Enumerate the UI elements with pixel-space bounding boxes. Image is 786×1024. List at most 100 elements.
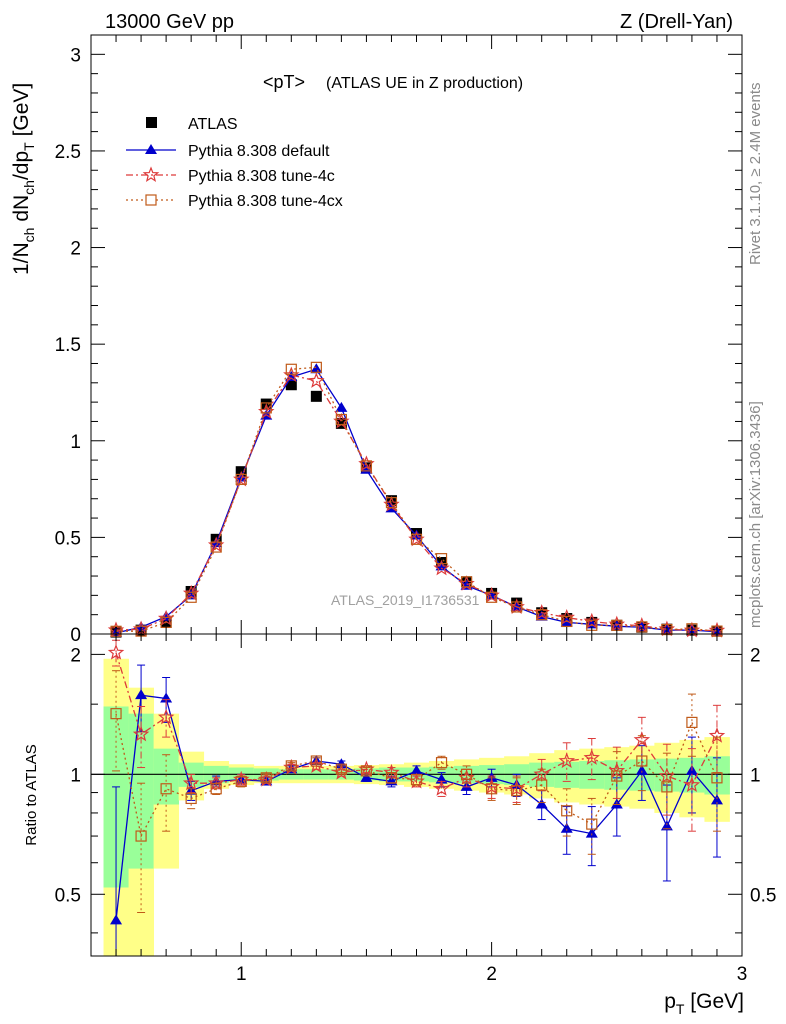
ratio-plot-bands xyxy=(103,658,730,956)
ratio-ytick-label: 0.5 xyxy=(55,885,81,906)
default-ratio-point xyxy=(410,764,423,775)
tune4c-point xyxy=(558,608,575,625)
tune4c-ratio-point xyxy=(182,774,200,791)
tune4cx-ratio-point xyxy=(561,805,573,817)
tune4cx-ratio-point xyxy=(185,792,197,805)
default-ratio-point xyxy=(560,822,573,833)
tune4cx-ratio-point xyxy=(410,774,423,786)
tune4cx-ratio-point xyxy=(586,818,598,830)
tune4cx-ratio-point xyxy=(711,772,723,784)
tune4c-ratio-point xyxy=(608,762,626,778)
ratio-ytick-label: 1 xyxy=(70,765,81,786)
atlas-point xyxy=(310,390,322,402)
tune4c-ratio-point xyxy=(433,780,450,796)
atlas-point xyxy=(335,417,347,429)
rivet-label: Rivet 3.1.10, ≥ 2.4M events xyxy=(747,83,764,266)
default-point xyxy=(160,610,173,621)
tune4c-ratio-point xyxy=(157,708,175,725)
legend-label-tune4cx: Pythia 8.308 tune-4cx xyxy=(188,193,343,210)
tune4cx-ratio-point xyxy=(435,757,448,769)
legend-marker-atlas xyxy=(146,117,157,128)
tune4cx-point xyxy=(260,402,272,414)
tune4cx-ratio-point xyxy=(135,830,147,842)
ratio-plot-ylabel: Ratio to ATLAS xyxy=(23,744,40,845)
main-plot-axes: 0 0.5 1 1.5 2 2.5 3 xyxy=(55,35,742,646)
tune4cx-point xyxy=(285,363,297,375)
main-ytick-label: 1.5 xyxy=(55,335,81,356)
default-ratio-point xyxy=(710,794,723,805)
main-ytick-label: 3 xyxy=(70,45,81,66)
mcplots-label: mcplots.cern.ch [arXiv:1306.3436] xyxy=(747,401,764,628)
tune4c-point xyxy=(157,609,175,626)
legend-label-tune4c: Pythia 8.308 tune-4c xyxy=(188,168,335,185)
default-ratio-point xyxy=(535,798,548,809)
tune4c-ratio-point xyxy=(683,776,701,793)
ratio-xtick-label: 3 xyxy=(737,964,748,985)
tune4c-point xyxy=(308,372,325,388)
atlas-point xyxy=(285,379,297,391)
tune4cx-ratio-point xyxy=(310,755,322,767)
tune4cx-point xyxy=(486,591,498,603)
tune4c-ratio-point xyxy=(132,725,150,742)
tune4c-ratio-point xyxy=(107,644,125,660)
tune4cx-ratio-point xyxy=(360,765,373,777)
ratio-ytick-label-right: 2 xyxy=(750,645,761,666)
default-point xyxy=(335,401,348,412)
tune4cx-point xyxy=(185,591,197,603)
atlas-point xyxy=(385,495,397,507)
plot-title-sub: (ATLAS UE in Z production) xyxy=(326,75,523,92)
tune4cx-ratio-point xyxy=(110,708,122,720)
tune4cx-ratio-line xyxy=(115,713,718,839)
tune4cx-point xyxy=(410,533,423,545)
tune4cx-ratio-point xyxy=(611,770,623,782)
ratio-xtick-label: 2 xyxy=(486,964,497,985)
main-ytick-label: 1 xyxy=(70,432,81,453)
legend-label-atlas: ATLAS xyxy=(188,116,238,133)
ratio-ytick-label-right: 0.5 xyxy=(750,885,776,906)
tune4cx-ratio-point xyxy=(636,755,648,767)
tune4c-ratio-point xyxy=(383,763,400,780)
tune4c-ratio-point xyxy=(207,774,225,791)
tune4cx-point xyxy=(235,473,247,486)
legend: ATLAS Pythia 8.308 default Pythia 8.308 … xyxy=(126,116,343,210)
main-plot: 0 0.5 1 1.5 2 2.5 3 xyxy=(55,34,743,646)
tune4cx-point xyxy=(511,601,523,613)
default-ratio-line xyxy=(115,694,718,921)
tune4c-point xyxy=(182,584,200,601)
ratio-plot-series xyxy=(107,639,726,957)
ratio-plot-frame xyxy=(90,633,743,957)
tune4cx-point xyxy=(536,609,548,621)
default-point xyxy=(235,471,248,482)
tune4c-ratio-point xyxy=(558,752,576,769)
ratio-ytick-label: 2 xyxy=(70,645,81,666)
analysis-watermark: ATLAS_2019_I1736531 xyxy=(331,592,480,608)
default-point xyxy=(310,363,323,374)
tune4c-ratio-point xyxy=(583,749,600,765)
tune4c-point xyxy=(583,612,600,629)
header-left: 13000 GeV pp xyxy=(105,11,234,33)
header-right: Z (Drell-Yan) xyxy=(620,11,733,33)
legend-marker-default xyxy=(145,144,157,154)
tune4cx-point xyxy=(435,553,448,565)
main-ytick-label: 0 xyxy=(70,625,81,646)
plot-title-main: <pT> xyxy=(263,72,305,92)
main-ytick-label: 2 xyxy=(70,239,81,260)
tune4cx-point xyxy=(335,413,347,426)
tune4cx-ratio-point xyxy=(486,783,498,795)
tune4cx-ratio-point xyxy=(536,779,548,791)
main-ytick-label: 0.5 xyxy=(55,528,81,549)
default-ratio-point xyxy=(660,820,673,831)
tune4cx-line xyxy=(115,366,718,632)
default-ratio-point xyxy=(110,914,123,925)
tune4cx-ratio-point xyxy=(511,785,523,797)
tune4cx-point xyxy=(460,576,473,588)
default-ratio-point xyxy=(585,827,598,838)
tune4cx-ratio-point xyxy=(235,775,247,787)
legend-marker-tune4c xyxy=(142,166,160,183)
ratio-plot-xlabel: pT [GeV] xyxy=(664,990,744,1017)
tune4cx-ratio-point xyxy=(285,760,297,772)
default-ratio-point xyxy=(635,764,648,775)
ratio-plot: 0.5 0.5 1 1 2 2 1 2 3 xyxy=(55,633,776,985)
tune4cx-point xyxy=(210,541,222,553)
